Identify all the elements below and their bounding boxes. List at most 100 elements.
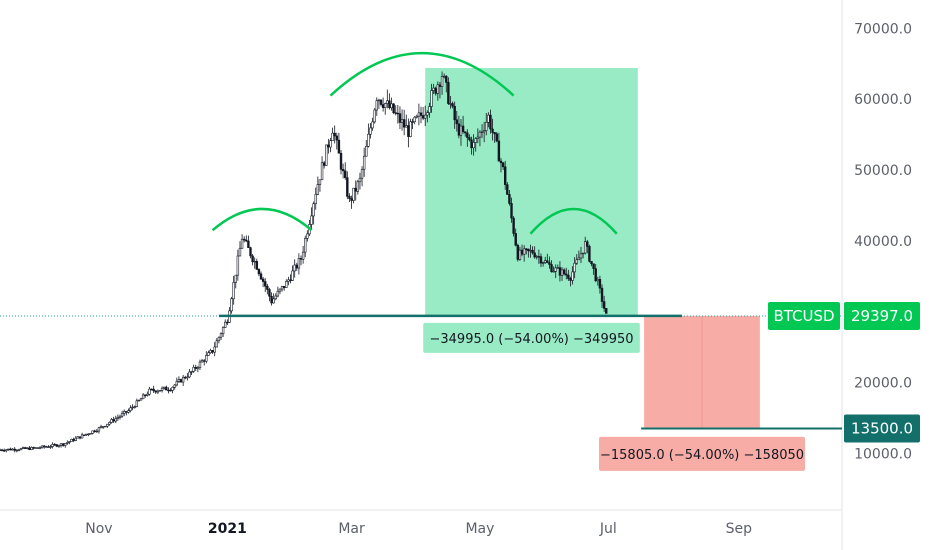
candle bbox=[261, 276, 265, 288]
candle bbox=[78, 436, 82, 440]
candle bbox=[15, 449, 19, 453]
candle bbox=[192, 364, 195, 373]
candle bbox=[137, 399, 141, 402]
candle bbox=[386, 89, 389, 109]
candle bbox=[295, 262, 299, 271]
candle bbox=[493, 132, 496, 143]
candle bbox=[209, 348, 212, 354]
candle bbox=[428, 102, 431, 118]
candle bbox=[491, 118, 494, 141]
candle bbox=[264, 278, 267, 293]
candle bbox=[240, 234, 244, 249]
candle bbox=[554, 264, 557, 279]
candle bbox=[285, 279, 288, 288]
candle bbox=[575, 254, 578, 265]
candle bbox=[297, 253, 301, 275]
price-tick-label: 20000.0 bbox=[854, 376, 912, 392]
candle bbox=[30, 446, 33, 451]
target-price-tag: 13500.0 bbox=[851, 420, 913, 438]
candle bbox=[461, 115, 465, 134]
candle bbox=[291, 265, 294, 282]
candle bbox=[516, 243, 520, 262]
candle bbox=[402, 109, 406, 136]
candle bbox=[5, 449, 8, 453]
candle bbox=[99, 424, 103, 429]
candle bbox=[449, 96, 452, 109]
candle bbox=[506, 182, 509, 195]
candle bbox=[318, 179, 322, 192]
measure-label-decline: −34995.0 (−54.00%) −349950 bbox=[429, 332, 633, 347]
candle bbox=[112, 416, 115, 424]
candle bbox=[520, 244, 524, 257]
candle bbox=[95, 429, 99, 433]
candle bbox=[249, 246, 252, 259]
candle bbox=[562, 268, 566, 276]
time-axis[interactable]: Nov 2021 Mar May Jul Sep bbox=[85, 521, 752, 537]
candle bbox=[118, 414, 122, 420]
candle bbox=[80, 432, 84, 439]
price-tick-label: 60000.0 bbox=[854, 92, 912, 108]
candle bbox=[442, 73, 446, 79]
candle bbox=[45, 445, 48, 448]
measure-box-decline[interactable] bbox=[425, 68, 638, 316]
candle bbox=[55, 443, 59, 448]
candle bbox=[344, 162, 347, 180]
candle bbox=[472, 134, 475, 156]
candle bbox=[419, 106, 423, 124]
time-tick-label: 2021 bbox=[208, 521, 247, 537]
candle bbox=[405, 114, 408, 128]
right-shoulder-arc[interactable] bbox=[529, 207, 618, 235]
candle bbox=[57, 444, 61, 448]
candle bbox=[527, 248, 530, 258]
candle bbox=[245, 235, 248, 243]
candle bbox=[457, 115, 461, 139]
candle bbox=[434, 86, 437, 96]
candle bbox=[251, 253, 254, 266]
candle bbox=[602, 295, 606, 312]
candle bbox=[430, 83, 433, 113]
candle bbox=[354, 180, 357, 201]
candle bbox=[205, 351, 208, 364]
candle bbox=[133, 405, 136, 409]
candle bbox=[19, 447, 23, 451]
candle bbox=[49, 444, 52, 449]
candle bbox=[7, 448, 10, 451]
candle bbox=[556, 264, 560, 269]
candle bbox=[411, 118, 414, 130]
candle bbox=[548, 256, 551, 269]
candle bbox=[38, 446, 42, 450]
candle bbox=[108, 421, 111, 426]
candle bbox=[266, 283, 269, 295]
candle bbox=[274, 293, 277, 301]
candle bbox=[144, 394, 147, 398]
candle bbox=[272, 293, 275, 304]
candle bbox=[464, 131, 467, 137]
price-axis[interactable]: 10000.020000.030000.040000.050000.060000… bbox=[854, 21, 912, 462]
candle bbox=[141, 393, 145, 400]
left-shoulder-arc[interactable] bbox=[211, 207, 313, 232]
candle bbox=[3, 448, 6, 452]
candle bbox=[512, 216, 515, 237]
candle bbox=[510, 197, 513, 223]
symbol-tag: BTCUSD bbox=[773, 307, 834, 325]
candle bbox=[116, 414, 120, 422]
candle bbox=[592, 263, 595, 275]
candle bbox=[346, 171, 349, 200]
current-price-tag: 29397.0 bbox=[851, 307, 913, 325]
candle bbox=[255, 258, 259, 270]
candle bbox=[531, 246, 534, 255]
head-arc[interactable] bbox=[329, 51, 515, 97]
candle bbox=[165, 385, 168, 391]
candle bbox=[91, 430, 94, 435]
candle bbox=[560, 267, 564, 281]
candle bbox=[571, 266, 574, 285]
candle bbox=[175, 377, 179, 387]
candle bbox=[177, 376, 181, 384]
candle bbox=[171, 386, 174, 394]
candle bbox=[581, 252, 585, 259]
candle bbox=[293, 259, 296, 278]
candle bbox=[583, 236, 587, 255]
candle bbox=[186, 373, 189, 381]
candle bbox=[93, 429, 96, 433]
